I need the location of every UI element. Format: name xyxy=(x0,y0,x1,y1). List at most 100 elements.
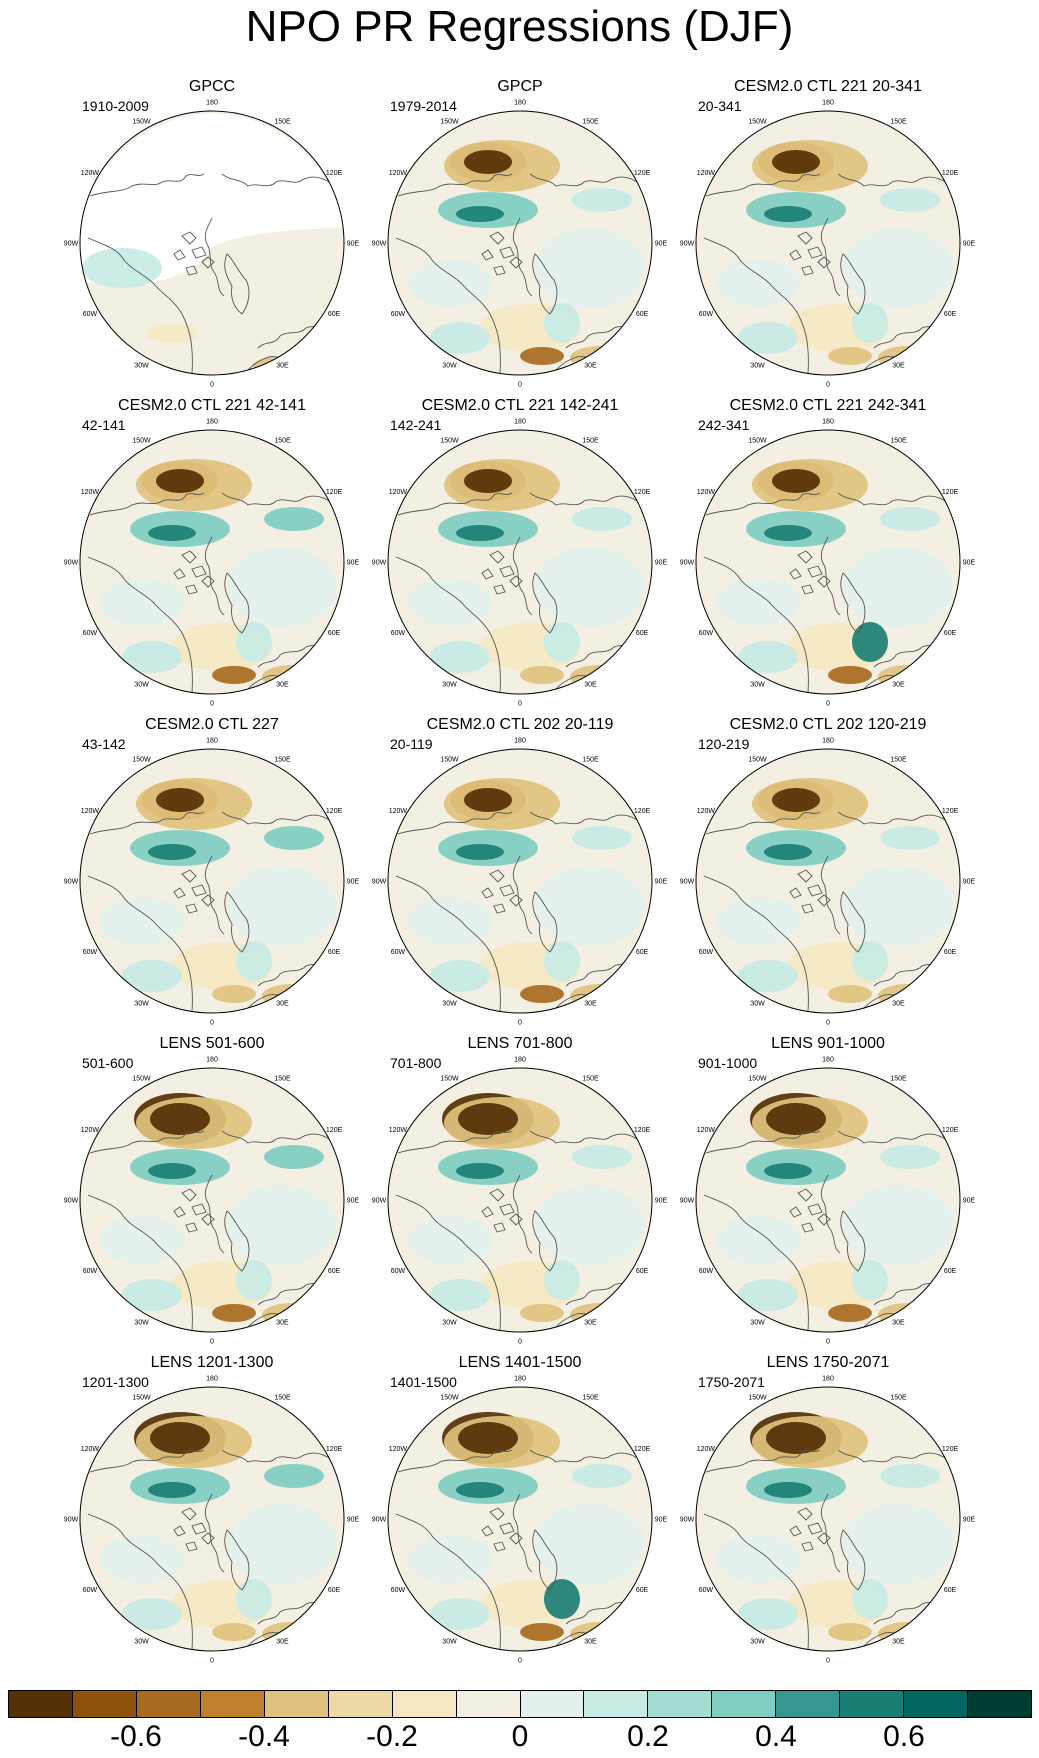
map-border xyxy=(79,429,345,695)
regression-anomaly xyxy=(544,303,580,343)
regression-anomaly xyxy=(544,941,580,981)
longitude-label: 0 xyxy=(210,1020,214,1027)
panel-title: CESM2.0 CTL 227 xyxy=(145,716,279,733)
colorbar-tick-label: 0.2 xyxy=(627,1720,669,1753)
longitude-label: 120E xyxy=(326,1446,343,1453)
coastline xyxy=(89,811,205,835)
missing-data-region xyxy=(80,113,344,283)
coastline xyxy=(817,1213,831,1226)
longitude-label: 90E xyxy=(655,1198,668,1205)
longitude-label: 30E xyxy=(276,682,289,689)
coastline xyxy=(201,1532,215,1545)
regression-anomaly xyxy=(456,525,504,541)
coastline xyxy=(201,894,215,907)
regression-anomaly xyxy=(716,897,800,945)
coastline xyxy=(221,1449,333,1463)
colorbar-box xyxy=(712,1691,777,1717)
longitude-label: 120W xyxy=(697,1446,716,1453)
coastline xyxy=(481,249,494,261)
coastline xyxy=(703,875,809,1013)
longitude-label: 120W xyxy=(389,1446,408,1453)
coastline xyxy=(840,572,866,634)
map-panel: 180 150E 120E 90E 60E 30E 0 30W 60W 90W 120W 150W CE… xyxy=(62,716,362,1026)
regression-anomaly xyxy=(227,1185,337,1265)
longitude-label: 30W xyxy=(442,1320,457,1327)
longitude-label: 90E xyxy=(655,241,668,248)
longitude-label: 90W xyxy=(372,879,387,886)
longitude-label: 150W xyxy=(132,756,151,763)
coastline xyxy=(837,492,949,506)
longitude-label: 90E xyxy=(655,560,668,567)
longitude-label: 30W xyxy=(442,363,457,370)
longitude-label: 60E xyxy=(328,311,341,318)
regression-anomaly xyxy=(572,826,632,850)
coastline xyxy=(181,1507,197,1521)
longitude-label: 150E xyxy=(582,756,599,763)
regression-anomaly xyxy=(716,1535,800,1583)
regression-anomaly xyxy=(570,665,630,689)
longitude-label: 150E xyxy=(274,118,291,125)
map-border xyxy=(79,110,345,376)
map-border xyxy=(387,429,653,695)
coastline xyxy=(489,550,505,564)
panel-title: LENS 501-600 xyxy=(159,1035,265,1052)
coastline xyxy=(185,265,198,276)
longitude-label: 30W xyxy=(134,1320,149,1327)
longitude-label: 90E xyxy=(347,1517,360,1524)
coastline xyxy=(509,1532,523,1545)
coastline xyxy=(705,1130,821,1154)
coastline xyxy=(705,173,821,197)
polar-map: 180 150E 120E 90E 60E 30E 0 30W 60W 90W 120W 150W xyxy=(372,1376,668,1665)
coastline xyxy=(397,811,513,835)
longitude-label: 120W xyxy=(697,170,716,177)
longitude-label: 90W xyxy=(64,1517,79,1524)
coastline xyxy=(817,256,831,269)
polar-map: 180 150E 120E 90E 60E 30E 0 30W 60W 90W 120W 150W xyxy=(680,419,976,708)
longitude-label: 180 xyxy=(514,1057,526,1064)
regression-anomaly xyxy=(878,346,938,370)
polar-map: 180 150E 120E 90E 60E 30E 0 30W 60W 90W 120W 150W xyxy=(680,738,976,1027)
regression-anomaly xyxy=(456,844,504,860)
coastline xyxy=(801,1541,814,1552)
coastline xyxy=(201,575,215,588)
regression-anomaly xyxy=(227,1504,337,1584)
regression-anomaly xyxy=(520,1623,564,1641)
longitude-label: 60W xyxy=(83,1268,98,1275)
coastline xyxy=(817,575,831,588)
regression-anomaly xyxy=(878,665,938,689)
regression-anomaly xyxy=(535,1504,645,1584)
regression-anomaly xyxy=(535,547,645,627)
coastline xyxy=(87,1194,193,1332)
longitude-label: 0 xyxy=(210,1658,214,1665)
coastline xyxy=(481,568,494,580)
regression-anomaly xyxy=(408,578,492,626)
regression-anomaly xyxy=(852,303,888,343)
longitude-label: 60E xyxy=(328,1268,341,1275)
panel-period: 42-141 xyxy=(82,417,126,433)
regression-anomaly xyxy=(458,1103,518,1135)
regression-anomaly xyxy=(520,347,564,365)
longitude-label: 30W xyxy=(750,1320,765,1327)
coastline xyxy=(801,903,814,914)
map-panel: 180 150E 120E 90E 60E 30E 0 30W 60W 90W 120W 150W LE… xyxy=(678,1035,978,1345)
coastline xyxy=(532,1210,558,1272)
longitude-label: 30E xyxy=(584,1320,597,1327)
regression-anomaly xyxy=(464,150,512,174)
longitude-label: 60W xyxy=(83,1587,98,1594)
coastline xyxy=(499,1522,515,1535)
coastline xyxy=(817,894,831,907)
panel-title: LENS 701-800 xyxy=(467,1035,573,1052)
regression-anomaly xyxy=(880,826,940,850)
longitude-label: 180 xyxy=(206,738,218,745)
longitude-label: 180 xyxy=(822,738,834,745)
map-panel: 180 150E 120E 90E 60E 30E 0 30W 60W 90W 120W 150W CE… xyxy=(62,397,362,707)
map-border xyxy=(695,1067,961,1333)
colorbar-box xyxy=(904,1691,969,1717)
longitude-label: 120W xyxy=(389,1127,408,1134)
coastline xyxy=(397,1449,513,1473)
coastline xyxy=(840,253,866,315)
longitude-label: 30E xyxy=(276,1320,289,1327)
coastline xyxy=(481,887,494,899)
longitude-label: 30W xyxy=(442,1001,457,1008)
longitude-label: 60W xyxy=(391,630,406,637)
